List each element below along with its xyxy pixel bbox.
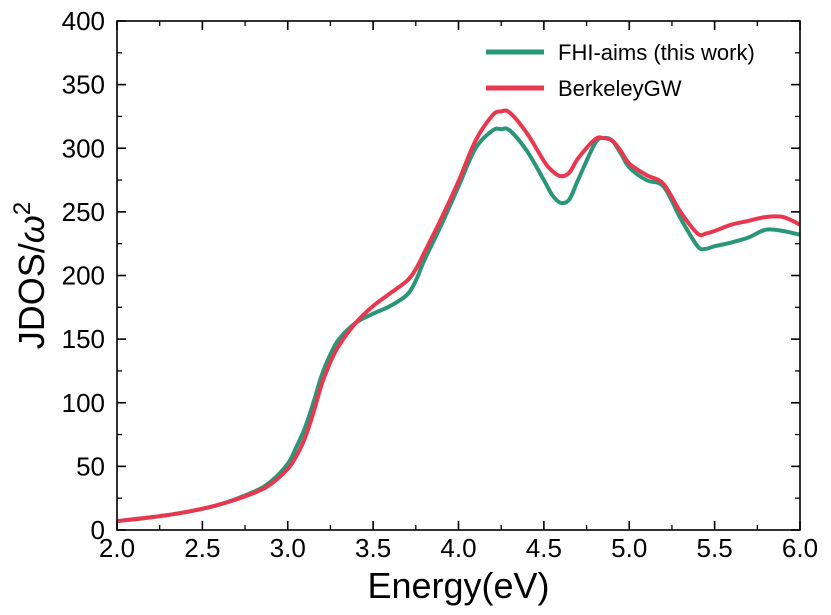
- y-tick-label: 150: [62, 324, 105, 354]
- axis-tick-labels: 2.0 2.5 3.0 3.5 4.0 4.5 5.0 5.5 6.0 0 50 100 150 200 2…: [62, 6, 818, 563]
- x-tick-label: 2.0: [99, 533, 135, 563]
- legend-label-fhi-aims: FHI-aims (this work): [558, 40, 755, 65]
- y-axis-title-exponent: 2: [9, 202, 36, 215]
- y-tick-label: 350: [62, 70, 105, 100]
- y-tick-label: 100: [62, 388, 105, 418]
- y-tick-label: 300: [62, 133, 105, 163]
- x-tick-label: 5.5: [697, 533, 733, 563]
- series-line-fhi-aims: [117, 126, 800, 524]
- y-tick-label: 400: [62, 6, 105, 36]
- x-tick-label: 5.0: [611, 533, 647, 563]
- x-tick-label: 4.0: [440, 533, 476, 563]
- plot-frame: [116, 20, 801, 531]
- axis-ticks: [116, 20, 801, 531]
- x-tick-label: 6.0: [782, 533, 818, 563]
- y-tick-label: 200: [62, 261, 105, 291]
- y-tick-label: 0: [91, 515, 105, 545]
- legend: FHI-aims (this work) BerkeleyGW: [486, 40, 755, 101]
- x-axis-title: Energy(eV): [367, 565, 549, 606]
- y-axis-title-main: JDOS/: [11, 243, 52, 349]
- legend-label-berkeleygw: BerkeleyGW: [558, 76, 682, 101]
- x-tick-label: 3.0: [270, 533, 306, 563]
- series-lines: [117, 108, 800, 524]
- y-tick-label: 250: [62, 197, 105, 227]
- y-axis-title-symbol: ω: [11, 215, 52, 243]
- y-tick-label: 50: [76, 451, 105, 481]
- x-tick-label: 2.5: [184, 533, 220, 563]
- y-axis-title: JDOS/ω2: [9, 202, 52, 349]
- x-tick-label: 3.5: [355, 533, 391, 563]
- series-line-berkeleygw: [117, 108, 800, 524]
- x-tick-label: 4.5: [526, 533, 562, 563]
